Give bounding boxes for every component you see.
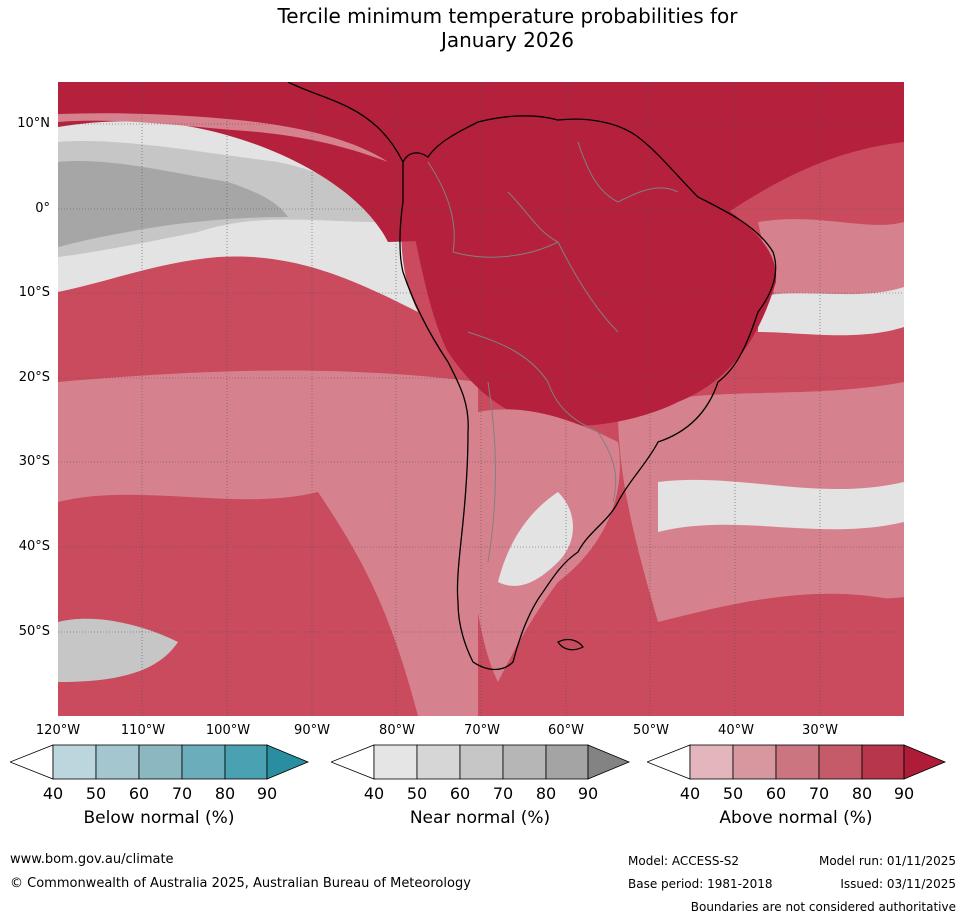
- legend-above-swatch-6: [903, 744, 947, 780]
- lon-label-60w: 60°W: [548, 723, 584, 738]
- footer-issued: Issued: 03/11/2025: [840, 877, 956, 891]
- shade-ne-near: [758, 287, 904, 336]
- legend-near-normal: 40 50 60 70 80 90: [329, 742, 631, 803]
- legend-above-swatch-4: [818, 744, 863, 780]
- footer-url[interactable]: www.bom.gov.au/climate: [10, 852, 174, 867]
- footer-copyright: © Commonwealth of Australia 2025, Austra…: [10, 876, 471, 891]
- legend-above-tick-90: 90: [893, 784, 915, 803]
- lat-label-20s: 20°S: [18, 370, 50, 385]
- graticule: [58, 82, 904, 716]
- lon-label-70w: 70°W: [464, 723, 500, 738]
- legend-near-tick-60: 60: [449, 784, 471, 803]
- legend-above-tick-80: 80: [851, 784, 873, 803]
- legend-near-swatch-2: [416, 744, 461, 780]
- lon-label-80w: 80°W: [379, 723, 415, 738]
- map-canvas: [58, 82, 904, 716]
- shade-cone-near: [498, 492, 573, 586]
- legend-below-title: Below normal (%): [83, 808, 235, 828]
- legend-above-tick-70: 70: [808, 784, 830, 803]
- footer-model: Model: ACCESS-S2: [628, 854, 740, 868]
- legend-above-swatch-1: [689, 744, 734, 780]
- footer-disclaimer: Boundaries are not considered authoritat…: [690, 900, 956, 914]
- lat-label-50s: 50°S: [18, 624, 50, 639]
- lat-label-40s: 40°S: [18, 539, 50, 554]
- legend-above-colorbar: [645, 744, 947, 780]
- legend-below-tick-50: 50: [85, 784, 107, 803]
- legend-below-swatch-4: [181, 744, 226, 780]
- legend-near-title: Near normal (%): [409, 808, 551, 828]
- legend-below-tick-80: 80: [214, 784, 236, 803]
- legend-below-tick-60: 60: [128, 784, 150, 803]
- legend-above-swatch-0: [645, 744, 691, 780]
- legend-above-tick-40: 40: [679, 784, 701, 803]
- legend-below-swatch-3: [138, 744, 183, 780]
- legend-above-tick-50: 50: [722, 784, 744, 803]
- country-borders: [427, 141, 679, 563]
- legend-below-tick-70: 70: [171, 784, 193, 803]
- legend-above-swatch-3: [775, 744, 820, 780]
- central-america-coastline: [287, 82, 404, 163]
- lon-label-50w: 50°W: [633, 723, 669, 738]
- shade-north-light: [58, 113, 388, 162]
- lat-label-10n: 10°N: [17, 116, 50, 131]
- legend-above-normal: 40 50 60 70 80 90: [645, 742, 947, 803]
- legend-near-tick-90: 90: [577, 784, 599, 803]
- shade-sw-near: [58, 618, 178, 682]
- shade-atlantic-near: [658, 479, 904, 532]
- legend-near-tick-70: 70: [492, 784, 514, 803]
- lon-label-120w: 120°W: [35, 723, 81, 738]
- legend-below-tick-40: 40: [42, 784, 64, 803]
- legend-near-tick-40: 40: [363, 784, 385, 803]
- legend-near-swatch-3: [459, 744, 504, 780]
- lon-label-110w: 110°W: [120, 723, 166, 738]
- legend-near-swatch-4: [502, 744, 547, 780]
- lat-label-10s: 10°S: [18, 285, 50, 300]
- legend-near-swatch-5: [545, 744, 589, 780]
- south-america-coastline: [399, 115, 777, 671]
- lat-label-30s: 30°S: [18, 454, 50, 469]
- footer-base-period: Base period: 1981-2018: [628, 877, 773, 891]
- shade-se-mid: [758, 597, 904, 647]
- legend-below-swatch-0: [8, 744, 54, 780]
- legend-below-tick-90: 90: [256, 784, 278, 803]
- legend-near-swatch-6: [587, 744, 631, 780]
- probability-map: [58, 82, 904, 716]
- legend-below-swatch-2: [95, 744, 140, 780]
- falklands: [557, 638, 584, 651]
- lon-label-90w: 90°W: [294, 723, 330, 738]
- lon-label-30w: 30°W: [802, 723, 838, 738]
- title-line-1: Tercile minimum temperature probabilitie…: [277, 4, 738, 28]
- footer-model-run: Model run: 01/11/2025: [818, 854, 956, 868]
- legend-below-swatch-1: [52, 744, 97, 780]
- legend-above-tick-60: 60: [765, 784, 787, 803]
- legend-near-colorbar: [329, 744, 631, 780]
- shade-amazon-dark: [403, 126, 777, 426]
- legend-near-tick-50: 50: [406, 784, 428, 803]
- lat-label-0: 0°: [35, 201, 50, 216]
- legend-below-swatch-6: [266, 744, 310, 780]
- legend-above-swatch-2: [732, 744, 777, 780]
- map-title: Tercile minimum temperature probabilitie…: [0, 4, 965, 52]
- legend-below-normal: 40 50 60 70 80 90: [8, 742, 310, 803]
- legend-near-swatch-0: [329, 744, 375, 780]
- title-line-2: January 2026: [440, 28, 575, 52]
- legend-above-swatch-5: [861, 744, 905, 780]
- legend-near-tick-80: 80: [535, 784, 557, 803]
- legend-above-title: Above normal (%): [719, 808, 873, 828]
- legend-below-swatch-5: [224, 744, 268, 780]
- lon-label-100w: 100°W: [205, 723, 251, 738]
- lon-label-40w: 40°W: [718, 723, 754, 738]
- shade-pacific-near-dark: [58, 161, 288, 247]
- legend-below-colorbar: [8, 744, 310, 780]
- legend-near-swatch-1: [373, 744, 418, 780]
